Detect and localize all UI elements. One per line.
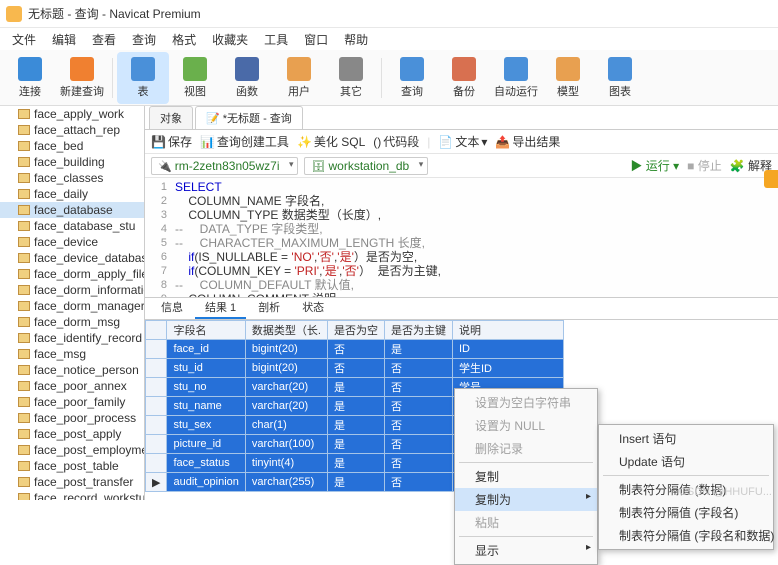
titlebar: 无标题 - 查询 - Navicat Premium — [0, 0, 778, 28]
toolbar-函数[interactable]: 函数 — [221, 52, 273, 104]
toolbar-连接[interactable]: 连接 — [4, 52, 56, 104]
menu-item[interactable]: 制表符分隔值 (字段名和数据) — [599, 524, 773, 547]
toolbar-表[interactable]: 表 — [117, 52, 169, 104]
tree-item-face_dorm_msg[interactable]: face_dorm_msg — [0, 314, 144, 330]
watermark: CSDN @HHUFU... — [679, 486, 772, 498]
query-toolbar: 💾 保存 📊 查询创建工具 ✨ 美化 SQL () 代码段 | 📄 文本 ▾ 📤… — [145, 130, 778, 154]
menu-item[interactable]: 粘贴 — [455, 511, 597, 534]
col-header[interactable]: 数据类型（长. — [245, 321, 327, 340]
toolbar-备份[interactable]: 备份 — [438, 52, 490, 104]
result-tab-剖析[interactable]: 剖析 — [248, 297, 290, 319]
menu-格式[interactable]: 格式 — [166, 29, 202, 50]
tree-item-face_device[interactable]: face_device — [0, 234, 144, 250]
run-button[interactable]: ▶ 运行 ▾ — [630, 157, 679, 174]
tab-无标题 - 查询[interactable]: 📝 *无标题 - 查询 — [195, 106, 303, 129]
menubar: 文件编辑查看查询格式收藏夹工具窗口帮助 — [0, 28, 778, 50]
table-row[interactable]: stu_idbigint(20)否否学生ID — [146, 359, 564, 378]
tree-item-face_database_stu[interactable]: face_database_stu — [0, 218, 144, 234]
result-tabs: 信息结果 1剖析状态 — [145, 298, 778, 320]
tree-item-face_building[interactable]: face_building — [0, 154, 144, 170]
col-header[interactable]: 字段名 — [167, 321, 245, 340]
toolbar-查询[interactable]: 查询 — [386, 52, 438, 104]
server-select[interactable]: 🔌 rm-2zetn83n05wz7i — [151, 157, 298, 175]
menu-item[interactable]: Update 语句 — [599, 450, 773, 473]
toolbar-图表[interactable]: 图表 — [594, 52, 646, 104]
tree-item-face_daily[interactable]: face_daily — [0, 186, 144, 202]
col-header[interactable]: 说明 — [452, 321, 563, 340]
tree-item-face_poor_process[interactable]: face_poor_process — [0, 410, 144, 426]
toolbar-自动运行[interactable]: 自动运行 — [490, 52, 542, 104]
tree-item-face_dorm_apply_file[interactable]: face_dorm_apply_file — [0, 266, 144, 282]
connection-row: 🔌 rm-2zetn83n05wz7i 🗄 workstation_db ▶ 运… — [145, 154, 778, 178]
tree-item-face_identify_record[interactable]: face_identify_record — [0, 330, 144, 346]
text-button[interactable]: 📄 文本 ▾ — [438, 133, 487, 150]
editor-tabs: 对象📝 *无标题 - 查询 — [145, 106, 778, 130]
table-row[interactable]: face_idbigint(20)否是ID — [146, 340, 564, 359]
menu-收藏夹[interactable]: 收藏夹 — [206, 29, 254, 50]
sql-editor[interactable]: 1SELECT2 COLUMN_NAME 字段名,3 COLUMN_TYPE 数… — [145, 178, 778, 298]
toolbar: 连接新建查询表视图函数用户其它查询备份自动运行模型图表 — [0, 50, 778, 106]
tree-item-face_post_apply[interactable]: face_post_apply — [0, 426, 144, 442]
menu-工具[interactable]: 工具 — [258, 29, 294, 50]
menu-编辑[interactable]: 编辑 — [46, 29, 82, 50]
app-icon — [6, 6, 22, 22]
export-button[interactable]: 📤 导出结果 — [495, 133, 560, 150]
tree-item-face_post_table[interactable]: face_post_table — [0, 458, 144, 474]
tree-item-face_dorm_manager[interactable]: face_dorm_manager — [0, 298, 144, 314]
tree-item-face_poor_annex[interactable]: face_poor_annex — [0, 378, 144, 394]
toolbar-其它[interactable]: 其它 — [325, 52, 377, 104]
tree-item-face_bed[interactable]: face_bed — [0, 138, 144, 154]
menu-item[interactable]: 设置为 NULL — [455, 414, 597, 437]
col-header[interactable]: 是否为主键 — [384, 321, 452, 340]
save-button[interactable]: 💾 保存 — [151, 133, 192, 150]
tree-item-face_notice_person[interactable]: face_notice_person — [0, 362, 144, 378]
menu-帮助[interactable]: 帮助 — [338, 29, 374, 50]
window-title: 无标题 - 查询 - Navicat Premium — [28, 5, 201, 22]
tree-item-face_database[interactable]: face_database — [0, 202, 144, 218]
tree-item-face_msg[interactable]: face_msg — [0, 346, 144, 362]
snippet-button[interactable]: () 代码段 — [373, 133, 419, 150]
tree-item-face_classes[interactable]: face_classes — [0, 170, 144, 186]
tree-item-face_post_employmen[interactable]: face_post_employmen — [0, 442, 144, 458]
context-menu[interactable]: 设置为空白字符串设置为 NULL删除记录复制复制为粘贴显示 — [454, 388, 598, 565]
menu-窗口[interactable]: 窗口 — [298, 29, 334, 50]
menu-item[interactable]: Insert 语句 — [599, 427, 773, 450]
toolbar-新建查询[interactable]: 新建查询 — [56, 52, 108, 104]
tree-item-face_attach_rep[interactable]: face_attach_rep — [0, 122, 144, 138]
menu-item[interactable]: 设置为空白字符串 — [455, 391, 597, 414]
toolbar-用户[interactable]: 用户 — [273, 52, 325, 104]
sidebar-tree[interactable]: face_apply_workface_attach_repface_bedfa… — [0, 106, 145, 500]
tree-item-face_post_transfer[interactable]: face_post_transfer — [0, 474, 144, 490]
menu-item[interactable]: 制表符分隔值 (字段名) — [599, 501, 773, 524]
result-tab-结果 1[interactable]: 结果 1 — [195, 297, 246, 319]
tree-item-face_apply_work[interactable]: face_apply_work — [0, 106, 144, 122]
tree-item-face_poor_family[interactable]: face_poor_family — [0, 394, 144, 410]
beautify-button[interactable]: ✨ 美化 SQL — [297, 133, 365, 150]
tree-item-face_record_workstudy[interactable]: face_record_workstudy — [0, 490, 144, 500]
side-badge — [764, 170, 778, 188]
col-header[interactable]: 是否为空 — [327, 321, 384, 340]
result-tab-状态[interactable]: 状态 — [292, 297, 334, 319]
result-tab-信息[interactable]: 信息 — [151, 297, 193, 319]
database-select[interactable]: 🗄 workstation_db — [304, 157, 428, 175]
toolbar-视图[interactable]: 视图 — [169, 52, 221, 104]
toolbar-模型[interactable]: 模型 — [542, 52, 594, 104]
query-builder-button[interactable]: 📊 查询创建工具 — [200, 133, 289, 150]
tab-对象[interactable]: 对象 — [149, 106, 193, 129]
menu-item[interactable]: 复制 — [455, 465, 597, 488]
stop-button[interactable]: ■ 停止 — [687, 157, 722, 174]
menu-item[interactable]: 删除记录 — [455, 437, 597, 460]
tree-item-face_dorm_informatior[interactable]: face_dorm_informatior — [0, 282, 144, 298]
tree-item-face_device_database[interactable]: face_device_database — [0, 250, 144, 266]
menu-文件[interactable]: 文件 — [6, 29, 42, 50]
menu-查询[interactable]: 查询 — [126, 29, 162, 50]
menu-查看[interactable]: 查看 — [86, 29, 122, 50]
menu-item[interactable]: 显示 — [455, 539, 597, 562]
